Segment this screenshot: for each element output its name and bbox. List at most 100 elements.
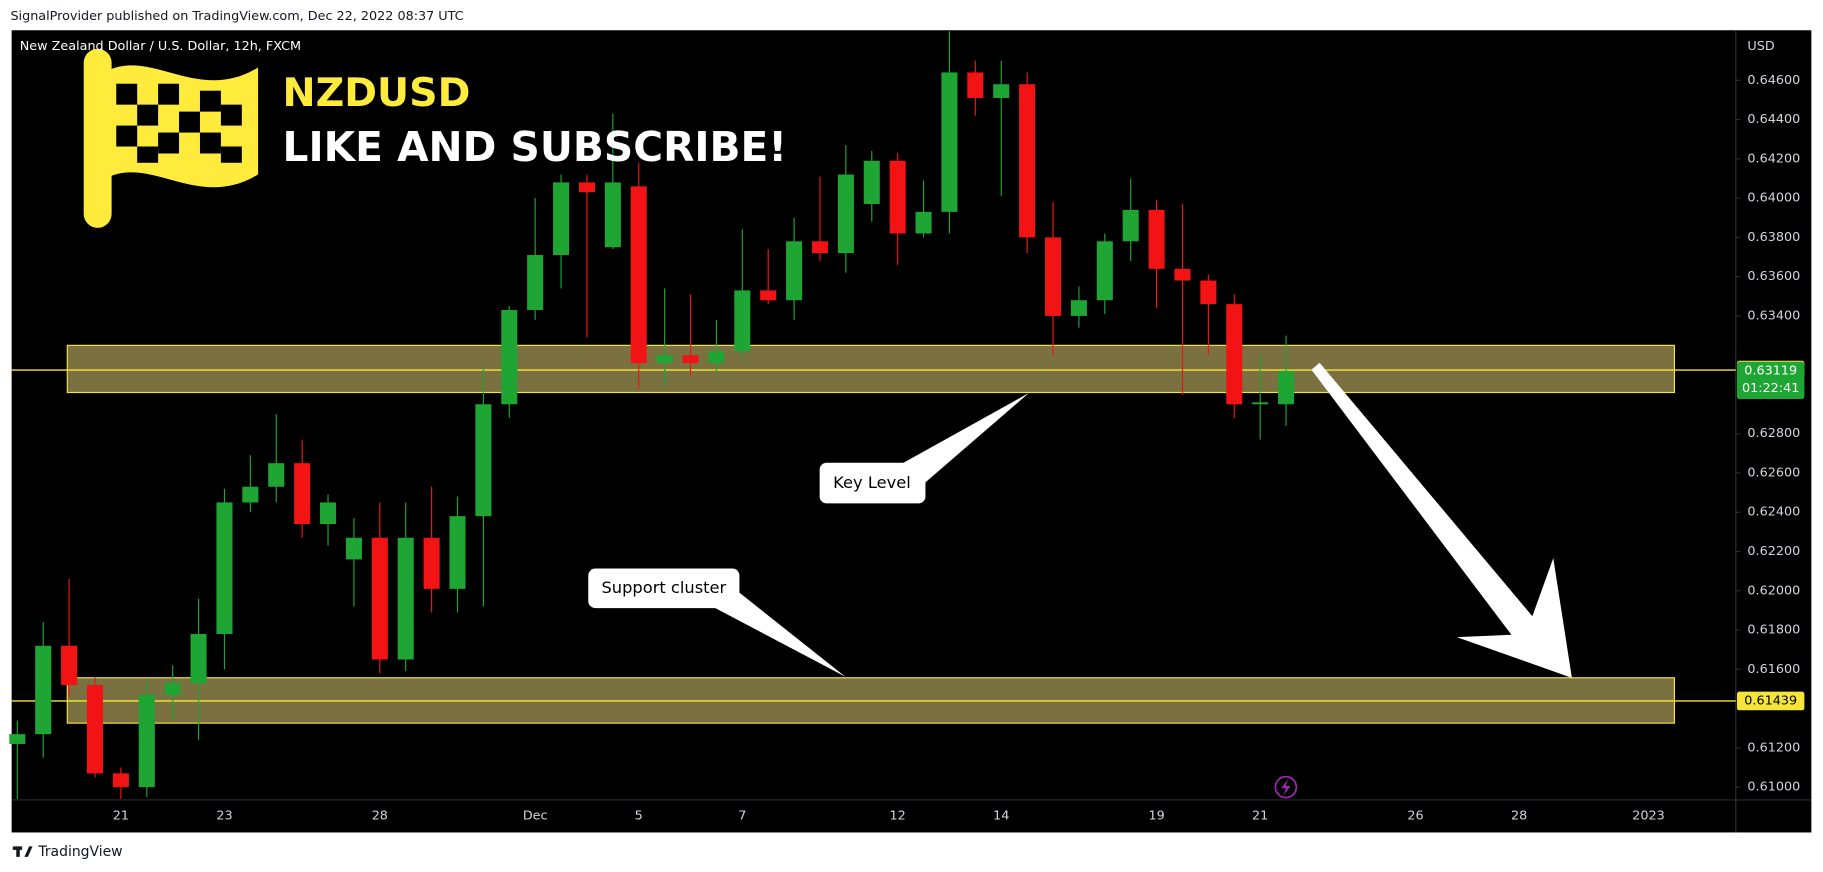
x-tick-label: 2023 — [1632, 809, 1665, 824]
candle-body — [734, 290, 751, 352]
candle-body — [527, 255, 544, 311]
y-tick-label: 0.63600 — [1747, 269, 1800, 284]
y-tick-label: 0.62200 — [1747, 544, 1800, 559]
x-tick-label: 28 — [1511, 809, 1527, 824]
candle-body — [397, 537, 414, 660]
candle-body — [61, 645, 78, 686]
banner-slogan: LIKE AND SUBSCRIBE! — [283, 123, 787, 171]
candle-body — [449, 516, 466, 589]
candle-body — [553, 182, 570, 256]
y-tick-label: 0.61200 — [1747, 740, 1800, 755]
candle-body — [242, 486, 259, 503]
y-tick-label: 0.62800 — [1747, 426, 1800, 441]
candle-body — [501, 310, 518, 405]
axes: 0.61000 0.61200 0.61600 0.61800 0.62000 0.622… — [113, 73, 1805, 824]
candle-body — [967, 72, 984, 98]
price-label: 0.61439 — [1744, 693, 1797, 708]
x-tick-label: 12 — [890, 809, 906, 824]
y-tick-label: 0.64000 — [1747, 191, 1800, 206]
candle-body — [1200, 280, 1217, 305]
y-tick-label: 0.61600 — [1747, 662, 1800, 677]
last-price-bg — [1736, 361, 1805, 399]
key-level-callout — [819, 392, 1029, 504]
last-price: 0.63119 — [1744, 364, 1797, 379]
x-tick-label: Dec — [523, 809, 548, 824]
candle-body — [35, 645, 52, 735]
candle-body — [1148, 209, 1165, 269]
candle-body — [1174, 268, 1191, 281]
tv-logo — [12, 846, 33, 857]
candle-body — [1044, 237, 1062, 316]
candle-body — [475, 404, 492, 517]
y-tick-label: 0.62400 — [1747, 505, 1800, 520]
y-tick-label: 0.62000 — [1747, 583, 1800, 598]
publisher: SignalProvider published on TradingView.… — [10, 9, 463, 24]
support-label: Support cluster — [601, 578, 726, 597]
candle-body — [294, 463, 311, 525]
candle-body — [1019, 84, 1036, 238]
candle-body — [138, 694, 155, 788]
candle-body — [889, 160, 906, 234]
x-tick-label: 28 — [372, 809, 388, 824]
candle-body — [320, 502, 337, 525]
x-tick-label: 14 — [993, 809, 1009, 824]
candle-body — [630, 186, 647, 364]
candle-body — [216, 502, 233, 634]
y-tick-label: 0.62600 — [1747, 465, 1800, 480]
candle-body — [656, 355, 673, 364]
candle-body — [371, 537, 388, 660]
y-tick-label: 0.61000 — [1747, 780, 1800, 795]
lightning-icon — [1274, 775, 1298, 799]
x-tick-label: 5 — [635, 809, 643, 824]
candle-body — [1226, 304, 1243, 405]
y-tick-label: 0.61800 — [1747, 623, 1800, 638]
candle-body — [837, 174, 854, 254]
x-tick-label: 7 — [738, 809, 746, 824]
countdown: 01:22:41 — [1742, 381, 1799, 396]
zone — [66, 344, 1676, 394]
candle-body — [1122, 209, 1139, 242]
candle-body — [345, 537, 362, 560]
candle-body — [1096, 241, 1113, 301]
candles — [9, 31, 1295, 799]
candle-body — [941, 72, 958, 212]
x-tick-label: 21 — [1252, 809, 1268, 824]
candle-body — [1252, 402, 1269, 405]
candle-body — [423, 537, 440, 589]
y-tick-label: 0.64200 — [1747, 151, 1800, 166]
x-tick-label: 26 — [1407, 809, 1423, 824]
candle-body — [9, 734, 26, 744]
y-tick-label: 0.63800 — [1747, 230, 1800, 245]
zones — [11, 344, 1736, 724]
candle-body — [604, 182, 621, 248]
candle-body — [915, 211, 932, 234]
x-tick-label: 21 — [113, 809, 129, 824]
candle-body — [811, 241, 829, 254]
candle-body — [268, 463, 285, 487]
banner-symbol: NZDUSD — [283, 70, 471, 116]
candle-body — [1278, 371, 1295, 405]
candle-body — [760, 290, 777, 301]
y-tick-label: 0.64600 — [1747, 73, 1800, 88]
candle-body — [190, 633, 207, 684]
candle-body — [786, 241, 803, 301]
price-label-bg — [1736, 691, 1805, 711]
x-tick-label: 23 — [216, 809, 232, 824]
chart-title: New Zealand Dollar / U.S. Dollar, 12h, F… — [20, 39, 301, 54]
candle-body — [164, 683, 181, 695]
x-tick-label: 19 — [1148, 809, 1164, 824]
candle-body — [578, 182, 595, 193]
candle-body — [1070, 300, 1087, 316]
forecast-arrow — [1311, 362, 1572, 678]
key-level-label: Key Level — [833, 473, 911, 492]
currency: USD — [1747, 39, 1774, 54]
y-tick-label: 0.63400 — [1747, 308, 1800, 323]
flag-icon — [83, 48, 259, 228]
candle-body — [682, 355, 699, 364]
support-callout — [588, 568, 846, 677]
candle-body — [993, 84, 1010, 98]
y-tick-label: 0.64400 — [1747, 112, 1800, 127]
candle-body — [863, 160, 880, 205]
footer: TradingView — [37, 844, 122, 860]
